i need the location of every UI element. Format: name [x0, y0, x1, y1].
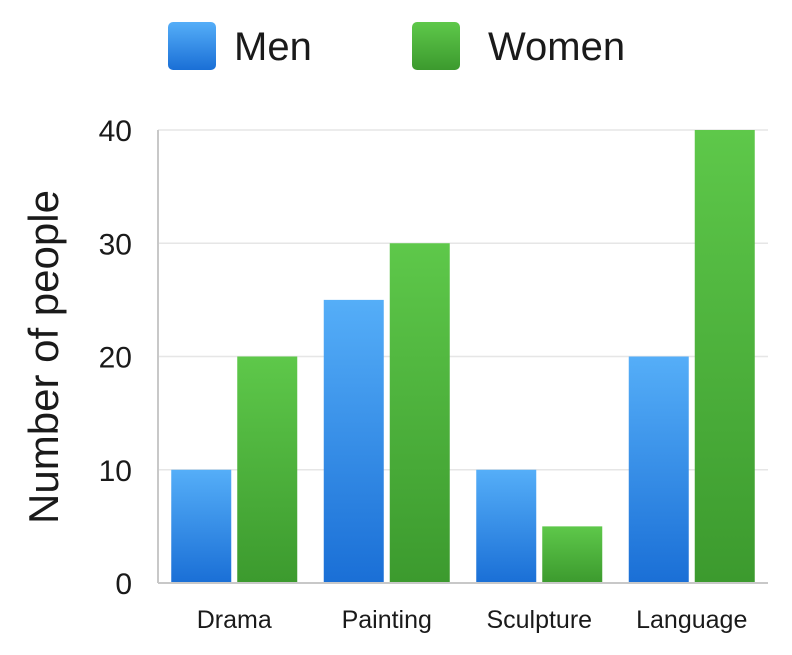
bar-women-drama	[237, 356, 298, 583]
axes	[157, 130, 768, 584]
x-tick-label: Painting	[342, 606, 432, 634]
y-tick-label: 10	[99, 455, 132, 488]
y-axis-ticks: 0 10 20 30 40	[99, 115, 132, 601]
x-axis-ticks: Drama Painting Sculpture Language	[197, 606, 748, 634]
legend: Men Women	[168, 22, 625, 70]
bar-women-language	[694, 130, 755, 583]
bar-men-sculpture	[476, 469, 537, 583]
legend-swatch-women	[412, 22, 460, 70]
x-tick-label: Drama	[197, 606, 272, 634]
bar-women-sculpture	[542, 526, 603, 583]
bar-men-drama	[171, 469, 232, 583]
legend-swatch-men	[168, 22, 216, 70]
y-tick-label: 0	[115, 568, 132, 601]
bar-men-language	[628, 356, 689, 583]
bar-men-painting	[323, 299, 384, 583]
x-tick-label: Language	[636, 606, 747, 634]
y-tick-label: 40	[99, 115, 132, 148]
y-tick-label: 30	[99, 228, 132, 261]
x-tick-label: Sculpture	[486, 606, 592, 634]
legend-label-women: Women	[488, 25, 625, 69]
bar-women-painting	[389, 243, 450, 583]
y-tick-label: 20	[99, 342, 132, 375]
legend-label-men: Men	[234, 25, 312, 69]
y-axis-title: Number of people	[20, 190, 67, 524]
bars	[171, 130, 755, 583]
